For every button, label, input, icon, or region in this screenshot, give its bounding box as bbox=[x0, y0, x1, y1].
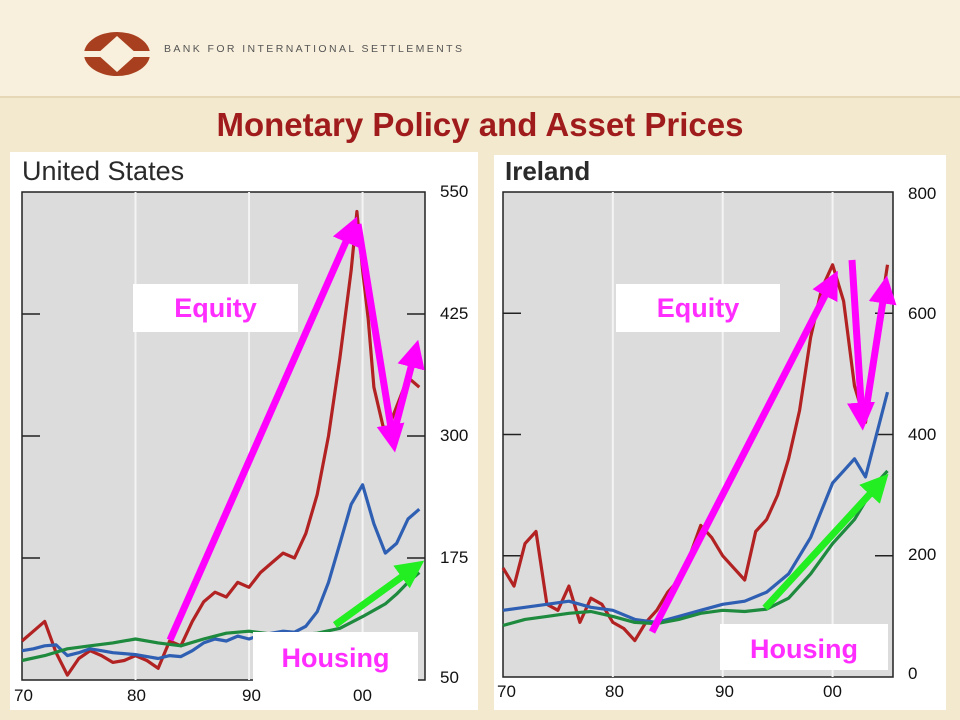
ie-ytick-label: 0 bbox=[908, 664, 918, 683]
chart-title-ireland: Ireland bbox=[505, 156, 591, 186]
ie-housing-series-line bbox=[502, 469, 889, 628]
header-band bbox=[0, 0, 960, 98]
us-ytick-label: 50 bbox=[440, 668, 459, 687]
us-ytick-label: 425 bbox=[440, 304, 469, 323]
ie-xtick-label: 00 bbox=[823, 682, 842, 701]
us-third-series-line bbox=[21, 483, 421, 661]
chart-title-us: United States bbox=[22, 156, 185, 186]
us-ytick-label: 550 bbox=[440, 182, 469, 201]
us-xtick-label: 70 bbox=[14, 686, 33, 705]
us-ytick-label: 175 bbox=[440, 548, 469, 567]
ie-housing-label: Housing bbox=[720, 624, 888, 670]
ie-xtick-label: 90 bbox=[715, 682, 734, 701]
ie-third-series-line bbox=[502, 391, 890, 625]
ie-ytick-label: 200 bbox=[908, 545, 937, 564]
ie-xtick-label: 70 bbox=[497, 682, 516, 701]
ie-housing-arrow bbox=[762, 473, 889, 611]
us-xtick-label: 90 bbox=[242, 686, 261, 705]
us-ytick-label: 300 bbox=[440, 426, 469, 445]
ie-equity-rebound-arrow bbox=[862, 275, 897, 411]
slide-title: Monetary Policy and Asset Prices bbox=[216, 106, 744, 143]
us-plot-area bbox=[21, 191, 426, 681]
us-xtick-label: 00 bbox=[353, 686, 372, 705]
ie-xtick-label: 80 bbox=[605, 682, 624, 701]
us-housing-label: Housing bbox=[253, 632, 418, 682]
us-equity-rebound-arrow bbox=[388, 339, 425, 441]
us-housing-arrow bbox=[332, 560, 425, 628]
us-equity-up-arrow bbox=[166, 216, 359, 642]
us-xtick-label: 80 bbox=[127, 686, 146, 705]
us-housing-series-line bbox=[21, 571, 421, 663]
bis-logo-icon bbox=[84, 32, 150, 76]
us-equity-down-arrow bbox=[354, 223, 405, 453]
ie-ytick-label: 800 bbox=[908, 184, 937, 203]
org-name: BANK FOR INTERNATIONAL SETTLEMENTS bbox=[164, 43, 465, 55]
us-equity-label: Equity bbox=[133, 284, 298, 332]
ie-equity-label: Equity bbox=[616, 284, 780, 332]
ie-ytick-label: 400 bbox=[908, 425, 937, 444]
header-divider bbox=[0, 96, 960, 98]
ie-ytick-label: 600 bbox=[908, 304, 937, 323]
ie-equity-down-arrow bbox=[847, 259, 875, 431]
ie-equity-up-arrow bbox=[648, 270, 838, 634]
